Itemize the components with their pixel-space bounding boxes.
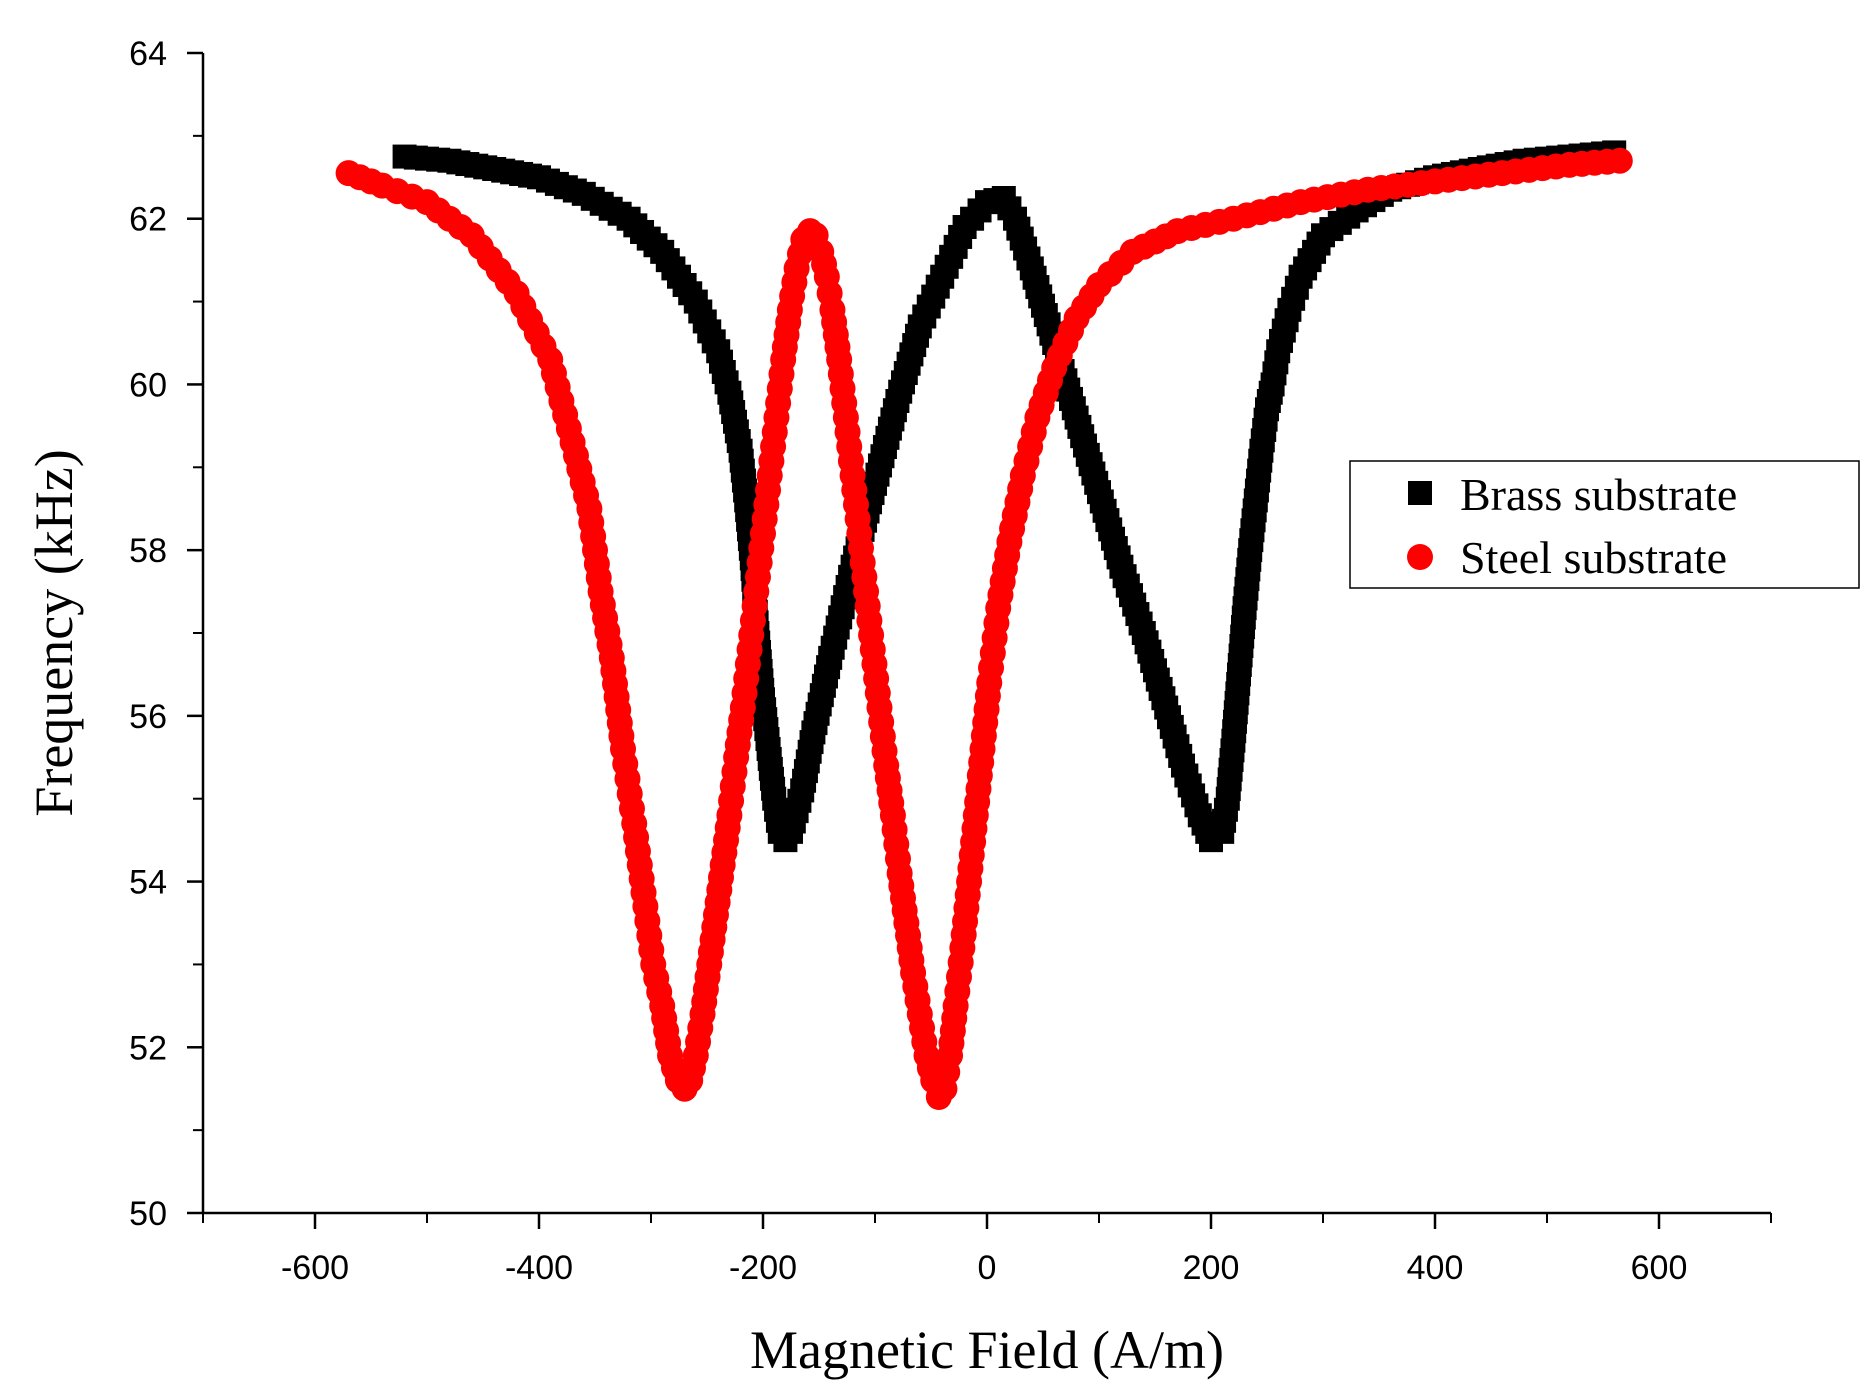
tick-labels: -600 -400 -200 0 200 400 600 50 52 54 56 58 60 62 64 xyxy=(129,35,1687,1287)
x-tick-label: 600 xyxy=(1631,1249,1688,1287)
x-tick-label: -200 xyxy=(729,1249,797,1287)
y-tick-label: 52 xyxy=(129,1029,167,1067)
steel-point xyxy=(1606,147,1633,174)
y-tick-label: 64 xyxy=(129,35,167,73)
series-brass-substrate xyxy=(392,140,1627,853)
x-tick-label: 0 xyxy=(978,1249,997,1287)
legend-marker-steel xyxy=(1407,544,1433,570)
legend-label-brass: Brass substrate xyxy=(1460,469,1737,520)
y-tick-label: 60 xyxy=(129,366,167,404)
y-tick-label: 50 xyxy=(129,1195,167,1233)
legend-label-steel: Steel substrate xyxy=(1460,532,1727,583)
series-steel-substrate xyxy=(335,147,1633,1110)
x-axis-title: Magnetic Field (A/m) xyxy=(750,1320,1224,1380)
y-tick-label: 62 xyxy=(129,201,167,239)
y-tick-label: 56 xyxy=(129,698,167,736)
y-tick-label: 58 xyxy=(129,532,167,570)
legend: Brass substrate Steel substrate xyxy=(1349,460,1860,589)
y-axis-title: Frequency (kHz) xyxy=(24,449,84,816)
ticks xyxy=(187,51,1772,1229)
legend-box xyxy=(1349,460,1860,589)
legend-marker-brass xyxy=(1408,481,1432,505)
x-tick-label: -400 xyxy=(505,1249,573,1287)
y-tick-label: 54 xyxy=(129,864,167,902)
x-tick-label: 200 xyxy=(1183,1249,1240,1287)
x-tick-label: -600 xyxy=(281,1249,349,1287)
x-tick-label: 400 xyxy=(1407,1249,1464,1287)
